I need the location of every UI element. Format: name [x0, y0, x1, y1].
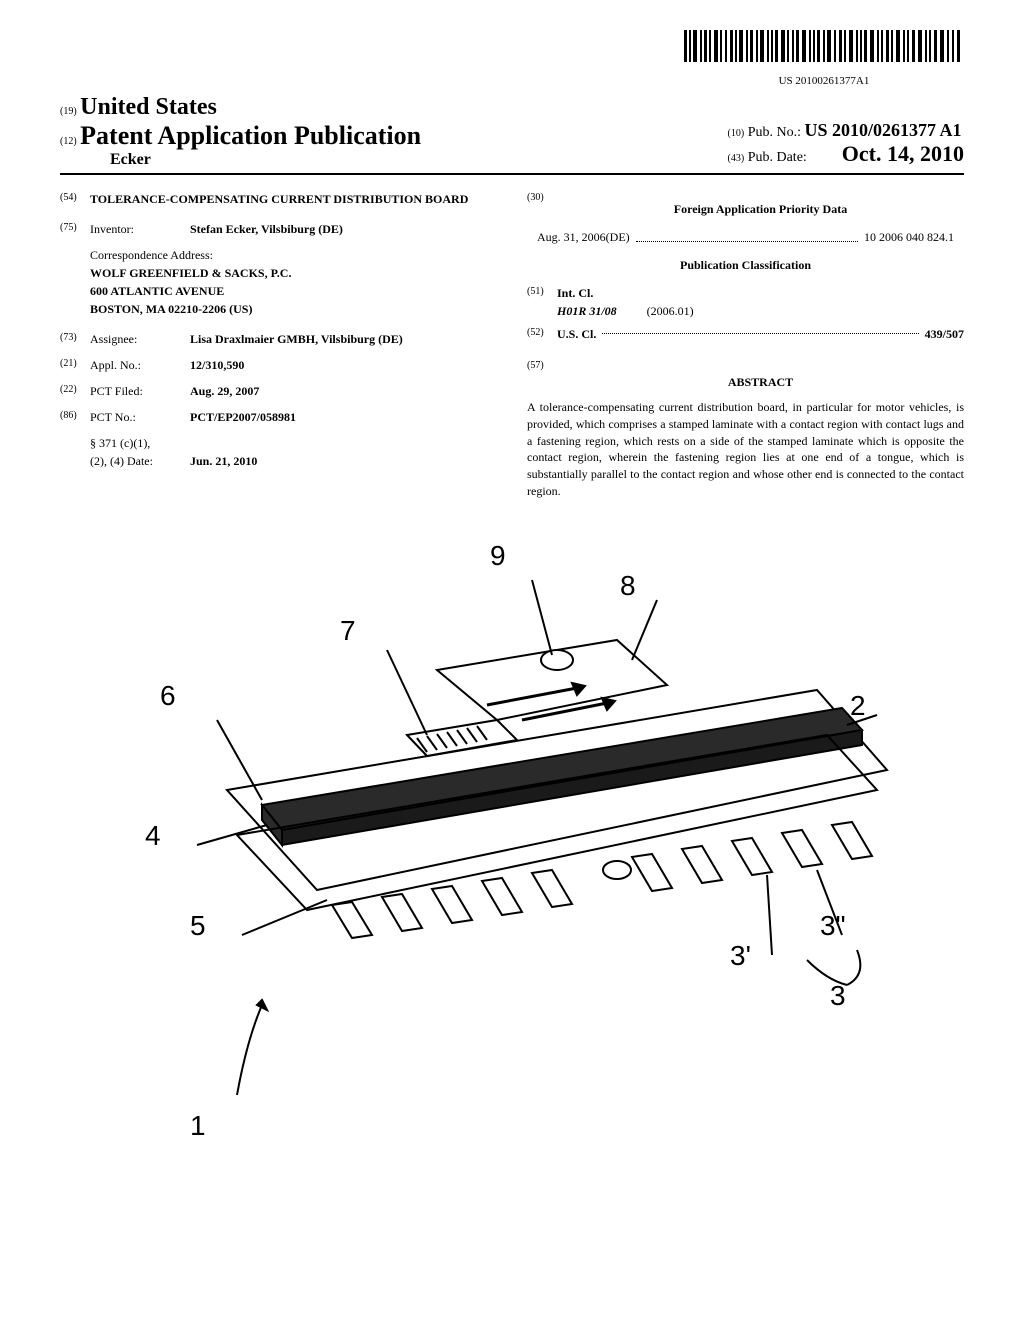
pctno-value: PCT/EP2007/058981 — [190, 408, 497, 426]
intcl-label: Int. Cl. — [557, 286, 593, 300]
s371-row: § 371 (c)(1), (2), (4) Date: Jun. 21, 20… — [60, 434, 497, 470]
fig-label-3pp: 3" — [820, 910, 846, 942]
s371-label: § 371 (c)(1), (2), (4) Date: — [90, 434, 190, 470]
pub-date-line: (43) Pub. Date: Oct. 14, 2010 — [728, 141, 964, 167]
title-code: (54) — [60, 190, 90, 208]
country-name: United States — [80, 94, 217, 120]
author-name: Ecker — [110, 151, 728, 169]
foreign-priority-header-row: (30) Foreign Application Priority Data — [527, 190, 964, 228]
fig-label-4: 4 — [145, 820, 161, 852]
fp-header: Foreign Application Priority Data — [557, 200, 964, 218]
s371-label1: § 371 (c)(1), — [90, 436, 150, 450]
pub-type-line: (12) Patent Application Publication — [60, 121, 728, 151]
correspondence-line-0: WOLF GREENFIELD & SACKS, P.C. — [90, 264, 497, 282]
pc-header: Publication Classification — [527, 256, 964, 274]
fig-label-3: 3 — [830, 980, 846, 1012]
left-column: (54) TOLERANCE-COMPENSATING CURRENT DIST… — [60, 190, 497, 500]
figure-area: 9 8 7 6 2 4 5 3" 3' 3 1 — [60, 540, 964, 1140]
applno-row: (21) Appl. No.: 12/310,590 — [60, 356, 497, 374]
pctno-label: PCT No.: — [90, 408, 190, 426]
s371-label2: (2), (4) Date: — [90, 454, 153, 468]
inventor-row: (75) Inventor: Stefan Ecker, Vilsbiburg … — [60, 220, 497, 238]
content-columns: (54) TOLERANCE-COMPENSATING CURRENT DIST… — [60, 190, 964, 500]
abstract-code: (57) — [527, 358, 557, 399]
title-text: TOLERANCE-COMPENSATING CURRENT DISTRIBUT… — [90, 190, 468, 208]
fig-label-9: 9 — [490, 540, 506, 572]
intcl-code: (51) — [527, 284, 557, 320]
assignee-label: Assignee: — [90, 330, 190, 348]
fp-code: (30) — [527, 190, 557, 228]
pub-no-value: US 2010/0261377 A1 — [804, 120, 961, 140]
uscl-value: 439/507 — [925, 325, 964, 343]
barcode: US 20100261377A1 — [684, 30, 964, 87]
barcode-text: US 20100261377A1 — [684, 75, 964, 87]
header-right: (10) Pub. No.: US 2010/0261377 A1 (43) P… — [728, 120, 964, 169]
dotted-line — [636, 224, 858, 242]
country-line: (19) United States — [60, 94, 728, 121]
correspondence-block: Correspondence Address: WOLF GREENFIELD … — [90, 246, 497, 318]
fig-label-3p: 3' — [730, 940, 751, 972]
inventor-code: (75) — [60, 220, 90, 238]
pctfiled-row: (22) PCT Filed: Aug. 29, 2007 — [60, 382, 497, 400]
priority-row: Aug. 31, 2006 (DE) 10 2006 040 824.1 — [527, 228, 964, 246]
header-row: (19) United States (12) Patent Applicati… — [60, 94, 964, 175]
intcl-class: H01R 31/08 — [557, 304, 617, 318]
pctfiled-code: (22) — [60, 382, 90, 400]
correspondence-line-2: BOSTON, MA 02210-2206 (US) — [90, 300, 497, 318]
pub-type-code: (12) — [60, 136, 77, 147]
abstract-header-row: (57) ABSTRACT — [527, 358, 964, 399]
assignee-row: (73) Assignee: Lisa Draxlmaier GMBH, Vil… — [60, 330, 497, 348]
uscl-code: (52) — [527, 325, 557, 343]
barcode-section: US 20100261377A1 — [60, 30, 964, 89]
uscl-label: U.S. Cl. — [557, 325, 596, 343]
inventor-label: Inventor: — [90, 220, 190, 238]
pctfiled-label: PCT Filed: — [90, 382, 190, 400]
patent-figure-svg — [87, 540, 937, 1120]
correspondence-label: Correspondence Address: — [90, 246, 497, 264]
intcl-text: Int. Cl. H01R 31/08 (2006.01) — [557, 284, 964, 320]
fig-label-2: 2 — [850, 690, 866, 722]
right-column: (30) Foreign Application Priority Data A… — [527, 190, 964, 500]
abstract-text: A tolerance-compensating current distrib… — [527, 399, 964, 500]
applno-code: (21) — [60, 356, 90, 374]
country-code: (19) — [60, 106, 77, 117]
intcl-year: (2006.01) — [647, 304, 694, 318]
fp-number: 10 2006 040 824.1 — [864, 228, 954, 246]
pub-no-line: (10) Pub. No.: US 2010/0261377 A1 — [728, 120, 964, 141]
pub-date-value: Oct. 14, 2010 — [842, 141, 964, 166]
s371-code — [60, 434, 90, 470]
uscl-content: U.S. Cl. 439/507 — [557, 325, 964, 343]
s371-value: Jun. 21, 2010 — [190, 452, 497, 470]
pub-type: Patent Application Publication — [80, 121, 421, 150]
applno-label: Appl. No.: — [90, 356, 190, 374]
fig-label-1: 1 — [190, 1110, 206, 1142]
fig-label-8: 8 — [620, 570, 636, 602]
fig-label-6: 6 — [160, 680, 176, 712]
intcl-row: (51) Int. Cl. H01R 31/08 (2006.01) — [527, 284, 964, 320]
fig-label-5: 5 — [190, 910, 206, 942]
pub-date-code: (43) — [728, 153, 745, 164]
uscl-row: (52) U.S. Cl. 439/507 — [527, 325, 964, 343]
pctno-code: (86) — [60, 408, 90, 426]
title-block: (54) TOLERANCE-COMPENSATING CURRENT DIST… — [60, 190, 497, 208]
barcode-svg — [684, 30, 964, 68]
fig-label-7: 7 — [340, 615, 356, 647]
pctno-row: (86) PCT No.: PCT/EP2007/058981 — [60, 408, 497, 426]
inventor-value: Stefan Ecker, Vilsbiburg (DE) — [190, 220, 497, 238]
assignee-code: (73) — [60, 330, 90, 348]
pub-no-label: Pub. No.: — [748, 125, 801, 140]
pub-no-code: (10) — [728, 128, 745, 139]
pctfiled-value: Aug. 29, 2007 — [190, 382, 497, 400]
assignee-value: Lisa Draxlmaier GMBH, Vilsbiburg (DE) — [190, 330, 497, 348]
abstract-header: ABSTRACT — [557, 373, 964, 391]
header-left: (19) United States (12) Patent Applicati… — [60, 94, 728, 169]
correspondence-line-1: 600 ATLANTIC AVENUE — [90, 282, 497, 300]
applno-value: 12/310,590 — [190, 356, 497, 374]
fp-country: (DE) — [606, 228, 630, 246]
pub-date-label: Pub. Date: — [748, 150, 807, 165]
dotted-line-2 — [602, 333, 918, 334]
fp-date: Aug. 31, 2006 — [537, 228, 606, 246]
